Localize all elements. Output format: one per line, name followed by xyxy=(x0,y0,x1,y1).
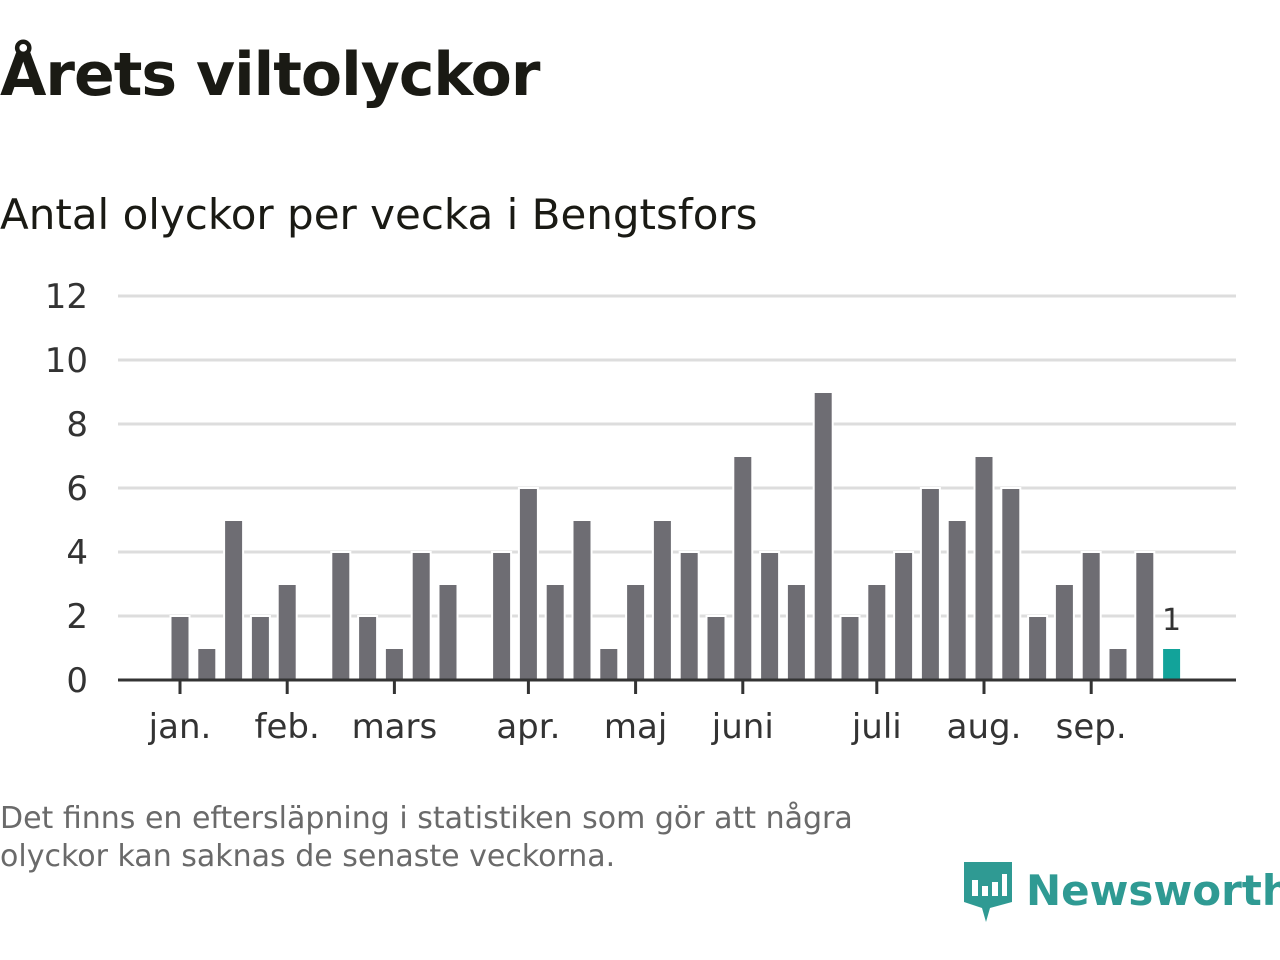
bar xyxy=(1134,551,1156,681)
y-tick-label: 10 xyxy=(45,341,88,381)
bar xyxy=(196,647,218,681)
y-tick-label: 6 xyxy=(66,469,88,509)
bar xyxy=(785,583,807,681)
bar xyxy=(276,583,298,681)
bar xyxy=(839,615,861,681)
bar xyxy=(330,551,352,681)
chart-title: Årets viltolyckor xyxy=(0,40,540,110)
bar xyxy=(437,583,459,681)
bar xyxy=(491,551,513,681)
bar xyxy=(544,583,566,681)
x-tick-label: jan. xyxy=(148,707,212,747)
x-tick-label: mars xyxy=(352,707,438,747)
bar xyxy=(357,615,379,681)
bar-chart: 0 2 4 6 8 10 12 1 jan. feb. mars apr. maj juni juli aug… xyxy=(45,277,1236,747)
y-tick-label: 12 xyxy=(45,277,88,317)
bar xyxy=(812,391,834,681)
bar xyxy=(919,487,941,681)
data-label: 1 xyxy=(1162,603,1181,638)
chart-subtitle: Antal olyckor per vecka i Bengtsfors xyxy=(0,190,758,239)
bar xyxy=(1027,615,1049,681)
x-tick-label: apr. xyxy=(496,707,560,747)
bar xyxy=(1080,551,1102,681)
bar xyxy=(571,519,593,681)
bar xyxy=(678,551,700,681)
bar xyxy=(705,615,727,681)
bar xyxy=(973,455,995,681)
bar xyxy=(517,487,539,681)
logo-icon xyxy=(964,862,1012,922)
logo-text: Newsworthy xyxy=(1026,865,1280,915)
footnote: Det finns en eftersläpning i statistiken… xyxy=(0,801,853,874)
bar xyxy=(223,519,245,681)
y-tick-label: 0 xyxy=(66,661,88,701)
newsworthy-logo: Newsworthy xyxy=(962,858,1280,922)
bar xyxy=(383,647,405,681)
bar xyxy=(1107,647,1129,681)
bar xyxy=(946,519,968,681)
y-tick-label: 4 xyxy=(66,533,88,573)
bar xyxy=(169,615,191,681)
x-tick-label: sep. xyxy=(1056,707,1127,747)
y-tick-label: 8 xyxy=(66,405,88,445)
bar xyxy=(249,615,271,681)
bar xyxy=(866,583,888,681)
bar xyxy=(893,551,915,681)
y-tick-label: 2 xyxy=(66,597,88,637)
bar xyxy=(598,647,620,681)
bar xyxy=(410,551,432,681)
bar xyxy=(732,455,754,681)
x-tick-label: aug. xyxy=(947,707,1022,747)
bar xyxy=(1053,583,1075,681)
x-tick-label: maj xyxy=(604,707,667,747)
bar xyxy=(1000,487,1022,681)
x-tick-label: feb. xyxy=(255,707,320,747)
x-tick-label: juni xyxy=(711,707,774,747)
bar xyxy=(625,583,647,681)
highlight-bar xyxy=(1161,647,1183,681)
bar xyxy=(651,519,673,681)
x-tick-label: juli xyxy=(851,707,902,747)
bar xyxy=(759,551,781,681)
